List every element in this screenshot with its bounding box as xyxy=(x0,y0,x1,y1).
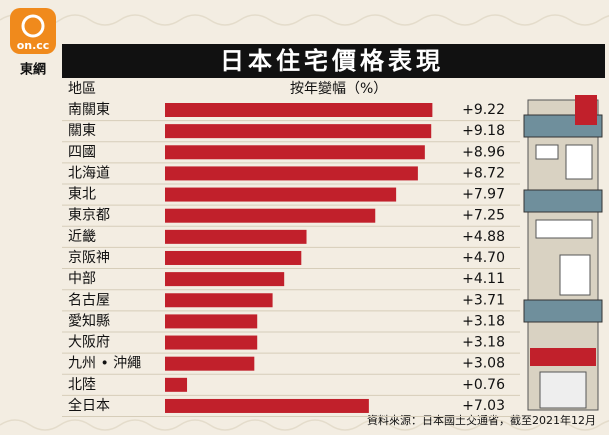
bar xyxy=(165,398,369,413)
category-label: 關東 xyxy=(68,123,96,139)
category-label: 京阪神 xyxy=(68,250,110,266)
category-label: 南關東 xyxy=(68,102,110,118)
brand-name: 東網 xyxy=(20,62,46,78)
bar xyxy=(165,124,432,139)
category-label: 近畿 xyxy=(68,229,96,245)
bar xyxy=(165,250,302,265)
logo-text: on.cc xyxy=(17,39,50,52)
category-label: 中部 xyxy=(68,271,96,287)
value-label: +7.97 xyxy=(462,187,505,203)
logo-box xyxy=(10,8,56,54)
bar xyxy=(165,356,255,371)
category-label: 九州 • 沖繩 xyxy=(68,356,141,372)
category-label: 北陸 xyxy=(68,377,96,393)
value-label: +3.18 xyxy=(462,335,505,351)
value-label: +3.08 xyxy=(462,356,505,372)
value-label: +8.96 xyxy=(462,144,505,160)
bar xyxy=(165,293,273,308)
category-label: 愛知縣 xyxy=(68,312,110,329)
value-label: +8.72 xyxy=(462,165,505,181)
title-bar xyxy=(62,44,605,78)
value-label: +4.88 xyxy=(462,229,505,245)
value-header: 按年變幅（%） xyxy=(290,81,387,97)
value-label: +7.03 xyxy=(462,398,505,414)
bar xyxy=(165,166,418,181)
bar xyxy=(165,272,285,287)
value-label: +9.22 xyxy=(462,102,505,118)
category-header: 地區 xyxy=(68,81,96,97)
bar xyxy=(165,314,258,329)
building-illustration xyxy=(523,95,603,411)
bar xyxy=(165,103,433,117)
category-label: 名古屋 xyxy=(68,292,110,308)
category-label: 大阪府 xyxy=(68,335,110,351)
category-label: 全日本 xyxy=(68,397,110,414)
chart-title: 日本住宅價格表現 xyxy=(220,47,444,75)
bar xyxy=(165,208,376,223)
category-label: 四國 xyxy=(68,144,96,160)
bar xyxy=(165,377,188,392)
bar xyxy=(165,187,397,202)
value-label: +9.18 xyxy=(462,123,505,139)
value-label: +3.71 xyxy=(462,292,505,308)
value-label: +3.18 xyxy=(462,313,505,329)
value-label: +4.11 xyxy=(462,271,505,287)
wave-pattern xyxy=(0,14,609,431)
category-label: 東京都 xyxy=(68,208,110,224)
bar xyxy=(165,145,425,160)
category-label: 北海道 xyxy=(68,165,110,181)
value-label: +7.25 xyxy=(462,208,505,224)
bar xyxy=(165,229,307,244)
category-label: 東北 xyxy=(68,187,96,203)
value-label: +4.70 xyxy=(462,250,505,266)
source-note: 資料來源：日本國土交通省，截至2021年12月 xyxy=(367,413,596,427)
value-label: +0.76 xyxy=(462,377,505,393)
bar xyxy=(165,335,258,350)
logo-ring xyxy=(21,14,45,38)
